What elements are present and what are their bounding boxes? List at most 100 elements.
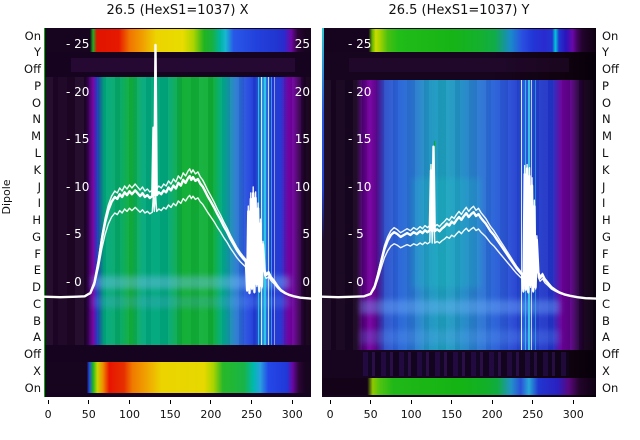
- x-tick-mark: [491, 400, 493, 404]
- heatmap-band-midtex: [349, 58, 569, 72]
- heatmap-light-band: [92, 296, 290, 308]
- profile-curves: [322, 145, 596, 300]
- glitch-line: [267, 77, 269, 345]
- dipole-row-label-right: G: [602, 229, 611, 244]
- dipole-row-label-left: O: [31, 95, 41, 110]
- scale-tick-label: - 15: [66, 132, 90, 146]
- dipole-row-label-left: L: [34, 145, 41, 160]
- dipole-row-label-right: H: [602, 213, 611, 228]
- dipole-row-label-right: O: [602, 95, 612, 110]
- profile-line-y: [322, 145, 596, 300]
- x-tick-mark: [251, 400, 253, 404]
- dipole-row-label-right: D: [602, 280, 611, 295]
- dipole-row-label-right: M: [602, 129, 612, 144]
- dipole-row-label-left: H: [32, 213, 41, 228]
- panel-edge-line: [44, 28, 45, 397]
- heatmap-band-bottom: [44, 362, 311, 393]
- x-tick-mark: [451, 400, 453, 404]
- scale-tick-label: - 0: [348, 274, 364, 289]
- x-tick-label: 200: [200, 408, 222, 421]
- dipole-row-label-left: B: [33, 313, 41, 328]
- dipole-row-label-right: C: [602, 296, 611, 311]
- scale-tick-label: - 25: [348, 37, 372, 51]
- heatmap-band-main: [44, 77, 311, 345]
- x-tick-mark: [572, 400, 574, 404]
- dipole-row-label-right: P: [602, 78, 609, 93]
- heatmap-band-midtex: [70, 58, 295, 72]
- x-tick-label: 0: [326, 408, 334, 421]
- panel-x-title: 26.5 (HexS1=1037) X: [106, 3, 249, 18]
- x-tick-label: 300: [281, 408, 303, 421]
- dipole-row-label-right: K: [602, 162, 610, 177]
- scale-edge-label: 20: [294, 84, 310, 99]
- profile-curves: [44, 43, 311, 300]
- dipole-row-label-left: F: [34, 246, 41, 261]
- dipole-row-label-right: Y: [602, 45, 610, 60]
- x-tick-mark: [370, 400, 372, 404]
- scale-edge-label: 0: [302, 274, 310, 289]
- dipole-row-label-left: E: [33, 263, 41, 278]
- x-tick-label: 100: [400, 408, 422, 421]
- scale-tick-label: - 10: [348, 179, 372, 194]
- x-axis-panel-x: 0 50 100 150 200 250 300: [44, 397, 311, 429]
- dipole-row-label-left: I: [37, 196, 41, 211]
- dipole-row-label-right: X: [602, 363, 610, 378]
- glitch-line: [274, 77, 276, 345]
- heatmap-band-texture: [363, 352, 569, 376]
- dipole-row-label-left: X: [33, 363, 41, 378]
- x-axis-panel-y: 0 50 100 150 200 250 300: [322, 397, 596, 429]
- heatmap-band-main: [322, 80, 596, 350]
- dipole-row-label-right: L: [602, 145, 609, 160]
- heatmap-band-bottom: [322, 378, 596, 395]
- x-tick-mark: [410, 400, 412, 404]
- scale-edge-label: 5: [302, 227, 310, 241]
- dipole-row-label-right: N: [602, 112, 611, 127]
- dipole-row-label-left: Off: [24, 347, 41, 362]
- x-tick-label: 150: [441, 408, 463, 421]
- heatmap-panel-y: - 25 - 20 - 15 - 10 - 5 - 0: [322, 28, 596, 397]
- dipole-row-label-right: I: [602, 196, 606, 211]
- heatmap-band-top: [322, 29, 596, 52]
- x-tick-label: 150: [159, 408, 181, 421]
- x-tick-mark: [532, 400, 534, 404]
- heatmap-light-band: [92, 276, 290, 289]
- dipole-row-label-right: B: [602, 313, 610, 328]
- dipole-row-label-left: G: [32, 229, 41, 244]
- x-tick-mark: [329, 400, 331, 404]
- glitch-line: [264, 77, 266, 345]
- scale-tick-label: - 0: [66, 274, 82, 289]
- dipole-row-label-right: J: [602, 179, 606, 194]
- profile-line-echo: [44, 192, 311, 299]
- heatmap-light-band: [360, 330, 561, 344]
- x-tick-mark: [129, 400, 130, 404]
- panel-y-title: 26.5 (HexS1=1037) Y: [388, 3, 530, 18]
- scale-tick-label: - 20: [66, 84, 90, 99]
- scale-tick-label: - 5: [348, 227, 364, 241]
- x-tick-mark: [169, 400, 171, 404]
- panel-edge-line: [322, 28, 324, 243]
- dipole-row-label-left: M: [31, 129, 41, 144]
- x-tick-label: 250: [241, 408, 263, 421]
- x-tick-mark: [88, 400, 90, 404]
- scale-edge-label: 10: [294, 179, 310, 194]
- scale-edge-label: 25: [294, 37, 310, 51]
- glitch-line: [270, 77, 272, 345]
- glitch-line: [260, 77, 262, 345]
- x-tick-label: 50: [81, 408, 96, 421]
- dipole-row-label-left: N: [32, 112, 41, 127]
- dipole-row-label-left: Y: [33, 45, 41, 60]
- glitch-line: [521, 80, 523, 350]
- x-tick-label: 50: [363, 408, 378, 421]
- heatmap-panel-x: - 25 25 - 20 20 - 15 15 - 10 10 - 5 5 - 0 0: [44, 28, 311, 397]
- x-tick-label: 250: [522, 408, 544, 421]
- dipole-row-label-right: Off: [602, 62, 619, 77]
- dipole-row-label-right: Off: [602, 347, 619, 362]
- dipole-row-label-left: J: [37, 179, 41, 194]
- x-tick-mark: [47, 400, 49, 404]
- scale-tick-label: - 25: [66, 37, 90, 51]
- scale-tick-label: - 20: [348, 84, 372, 99]
- dipole-row-labels-right: On Y Off P O N M L K J I H G F E D C B A Off X On: [602, 28, 640, 397]
- dipole-row-label-right: E: [602, 263, 610, 278]
- heatmap-band-top: [44, 29, 311, 52]
